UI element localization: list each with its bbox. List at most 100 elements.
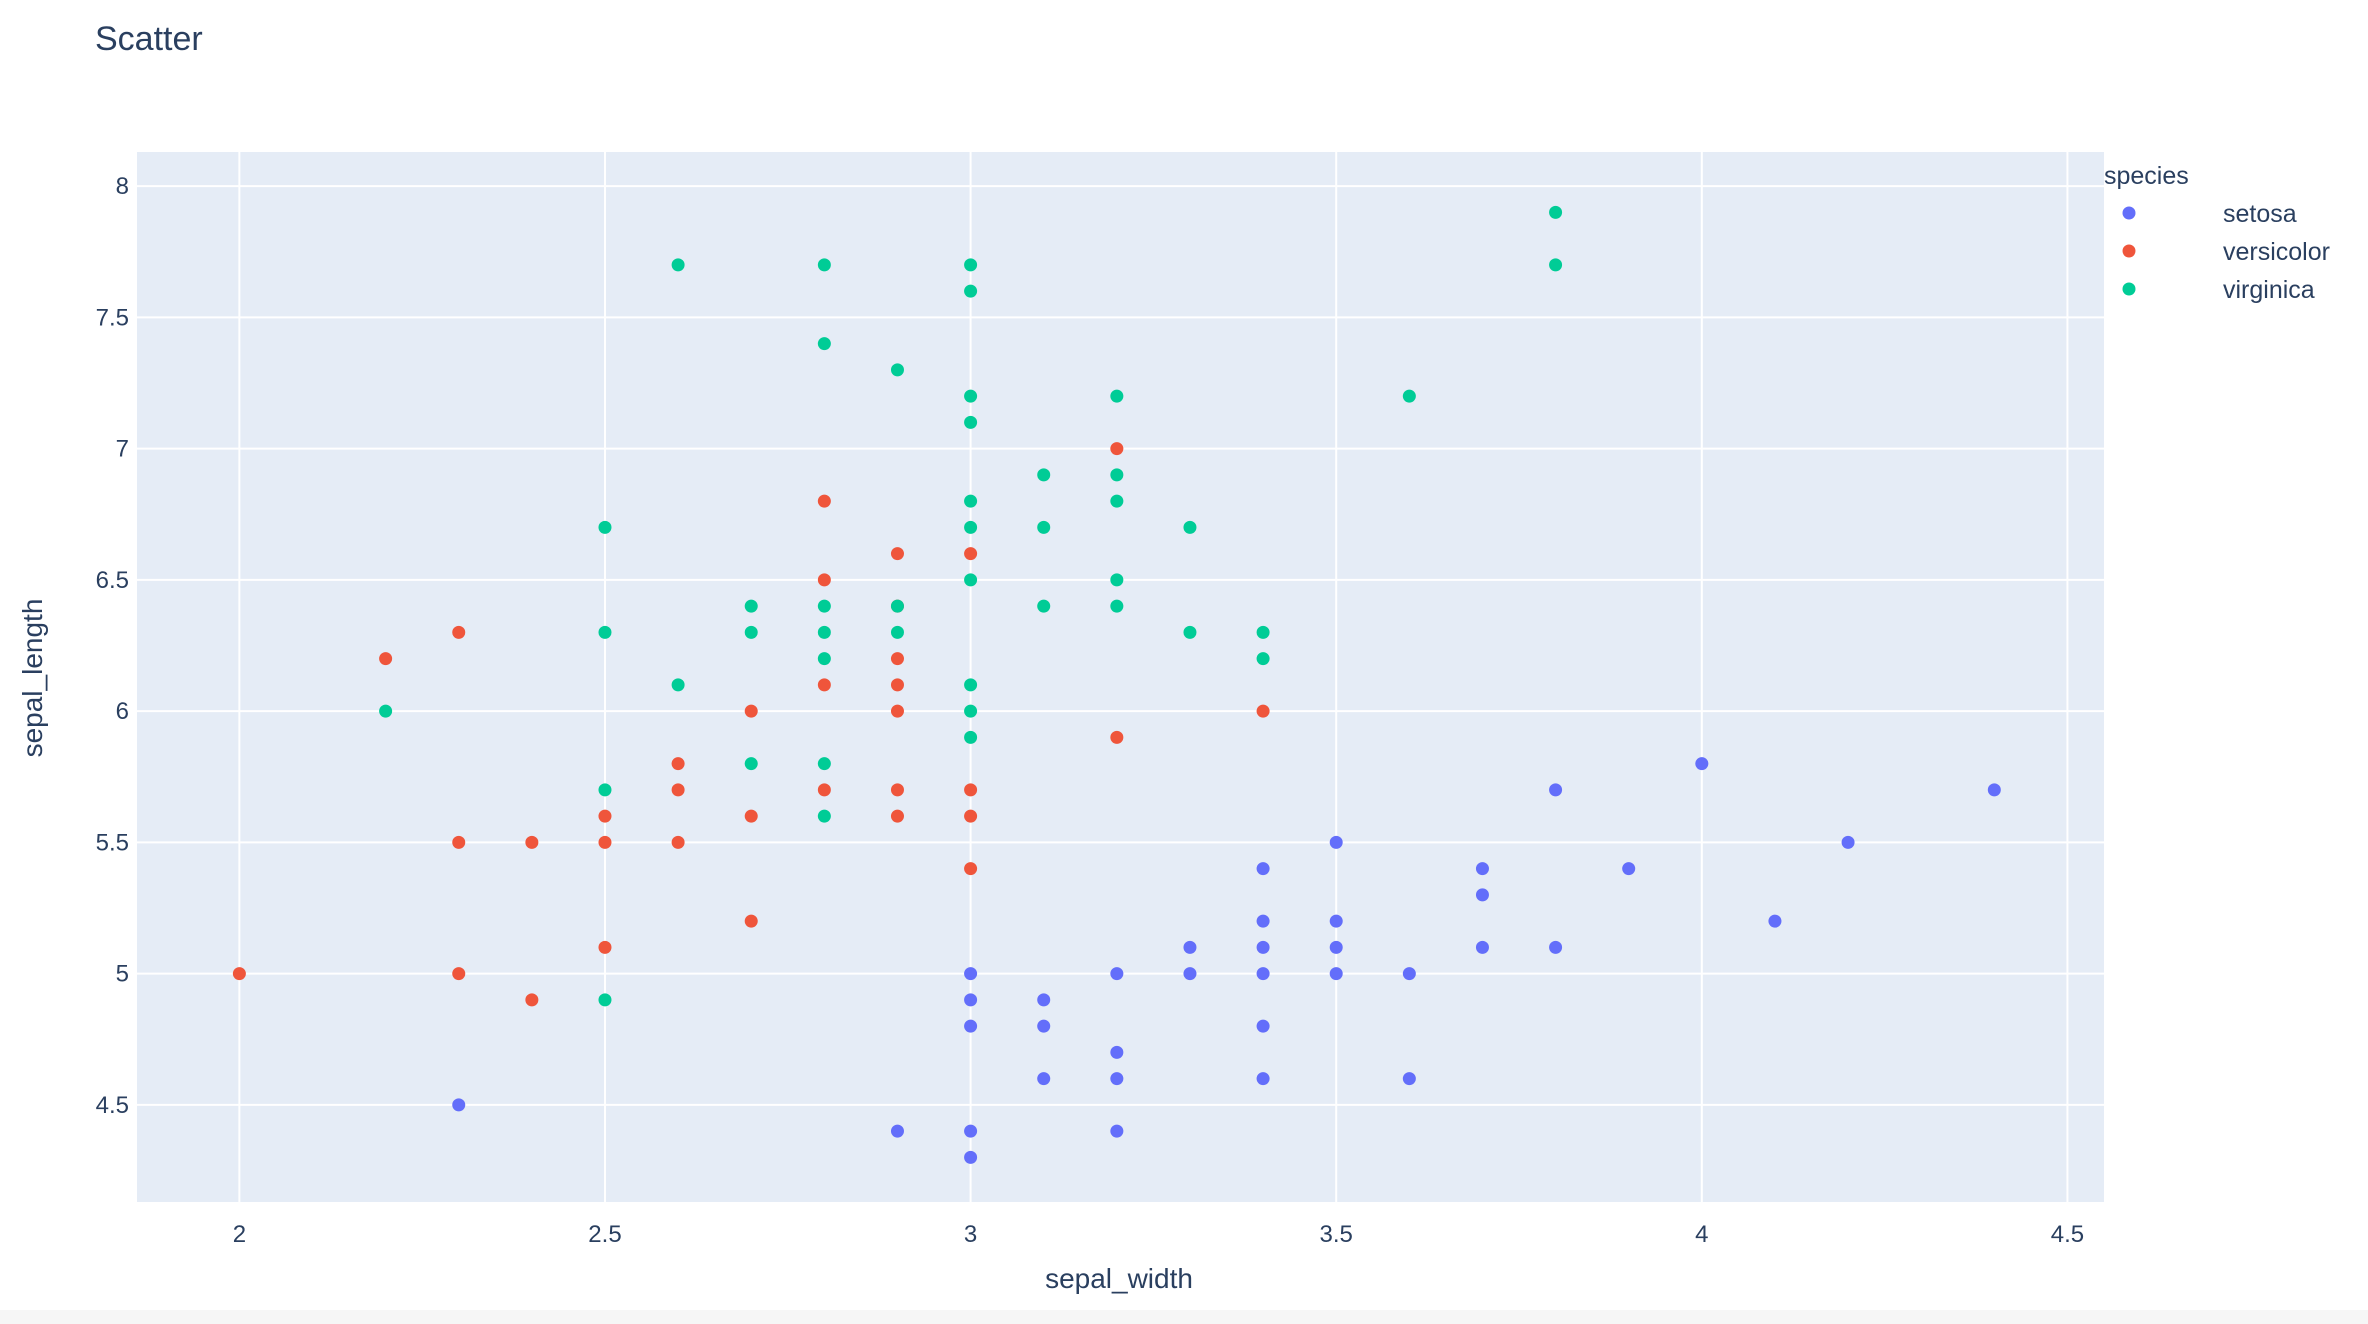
- data-point-virginica[interactable]: [964, 389, 978, 403]
- data-point-setosa[interactable]: [1549, 940, 1563, 954]
- data-point-versicolor[interactable]: [452, 625, 466, 639]
- data-point-versicolor[interactable]: [890, 678, 904, 692]
- data-point-setosa[interactable]: [1110, 967, 1124, 981]
- data-point-versicolor[interactable]: [1110, 730, 1124, 744]
- data-point-virginica[interactable]: [890, 599, 904, 613]
- data-point-virginica[interactable]: [817, 809, 831, 823]
- data-point-virginica[interactable]: [964, 415, 978, 429]
- data-point-versicolor[interactable]: [964, 547, 978, 561]
- data-point-virginica[interactable]: [1183, 520, 1197, 534]
- data-point-setosa[interactable]: [1841, 835, 1855, 849]
- data-point-virginica[interactable]: [1110, 599, 1124, 613]
- data-point-setosa[interactable]: [890, 1124, 904, 1138]
- data-point-versicolor[interactable]: [525, 993, 539, 1007]
- data-point-virginica[interactable]: [890, 363, 904, 377]
- data-point-setosa[interactable]: [1037, 1072, 1051, 1086]
- data-point-setosa[interactable]: [1037, 993, 1051, 1007]
- data-point-virginica[interactable]: [598, 520, 612, 534]
- data-point-versicolor[interactable]: [452, 967, 466, 981]
- data-point-setosa[interactable]: [1768, 914, 1782, 928]
- data-point-versicolor[interactable]: [525, 835, 539, 849]
- data-point-virginica[interactable]: [1256, 625, 1270, 639]
- data-point-setosa[interactable]: [1622, 862, 1636, 876]
- legend-item-versicolor[interactable]: versicolor: [2122, 238, 2330, 266]
- data-point-setosa[interactable]: [1987, 783, 2001, 797]
- data-point-versicolor[interactable]: [890, 809, 904, 823]
- data-point-virginica[interactable]: [817, 599, 831, 613]
- data-point-setosa[interactable]: [964, 1019, 978, 1033]
- data-point-versicolor[interactable]: [964, 809, 978, 823]
- data-point-setosa[interactable]: [1475, 888, 1489, 902]
- data-point-virginica[interactable]: [964, 494, 978, 508]
- data-point-versicolor[interactable]: [452, 835, 466, 849]
- data-point-virginica[interactable]: [964, 284, 978, 298]
- data-point-setosa[interactable]: [452, 1098, 466, 1112]
- data-point-virginica[interactable]: [598, 783, 612, 797]
- data-point-setosa[interactable]: [1329, 835, 1343, 849]
- data-point-versicolor[interactable]: [964, 862, 978, 876]
- data-point-setosa[interactable]: [1110, 1072, 1124, 1086]
- data-point-versicolor[interactable]: [671, 835, 685, 849]
- data-point-virginica[interactable]: [1549, 258, 1563, 272]
- data-point-virginica[interactable]: [964, 520, 978, 534]
- data-point-setosa[interactable]: [1329, 940, 1343, 954]
- data-point-virginica[interactable]: [379, 704, 393, 718]
- data-point-virginica[interactable]: [671, 258, 685, 272]
- data-point-setosa[interactable]: [1475, 862, 1489, 876]
- data-point-virginica[interactable]: [598, 625, 612, 639]
- data-point-versicolor[interactable]: [598, 835, 612, 849]
- data-point-virginica[interactable]: [744, 757, 758, 771]
- data-point-versicolor[interactable]: [671, 757, 685, 771]
- data-point-virginica[interactable]: [817, 652, 831, 666]
- data-point-versicolor[interactable]: [817, 678, 831, 692]
- data-point-setosa[interactable]: [1110, 1045, 1124, 1059]
- data-point-virginica[interactable]: [671, 678, 685, 692]
- data-point-setosa[interactable]: [1329, 914, 1343, 928]
- data-point-virginica[interactable]: [1037, 468, 1051, 482]
- data-point-virginica[interactable]: [1402, 389, 1416, 403]
- data-point-virginica[interactable]: [1183, 625, 1197, 639]
- data-point-setosa[interactable]: [1110, 1124, 1124, 1138]
- data-point-virginica[interactable]: [817, 757, 831, 771]
- data-point-setosa[interactable]: [1256, 1019, 1270, 1033]
- data-point-versicolor[interactable]: [817, 573, 831, 587]
- data-point-virginica[interactable]: [598, 993, 612, 1007]
- data-point-versicolor[interactable]: [890, 704, 904, 718]
- data-point-virginica[interactable]: [964, 704, 978, 718]
- data-point-setosa[interactable]: [1183, 967, 1197, 981]
- data-point-versicolor[interactable]: [744, 809, 758, 823]
- data-point-versicolor[interactable]: [232, 967, 246, 981]
- data-point-setosa[interactable]: [964, 993, 978, 1007]
- data-point-versicolor[interactable]: [671, 783, 685, 797]
- data-point-versicolor[interactable]: [890, 547, 904, 561]
- data-point-virginica[interactable]: [1256, 652, 1270, 666]
- data-point-virginica[interactable]: [1037, 520, 1051, 534]
- data-point-versicolor[interactable]: [1256, 704, 1270, 718]
- data-point-virginica[interactable]: [817, 258, 831, 272]
- data-point-setosa[interactable]: [1329, 967, 1343, 981]
- data-point-setosa[interactable]: [1256, 1072, 1270, 1086]
- data-point-versicolor[interactable]: [379, 652, 393, 666]
- data-point-versicolor[interactable]: [744, 704, 758, 718]
- legend[interactable]: species setosa versicolor virginica: [2104, 162, 2330, 304]
- data-point-virginica[interactable]: [1549, 205, 1563, 219]
- data-point-virginica[interactable]: [1110, 573, 1124, 587]
- data-point-setosa[interactable]: [1695, 757, 1709, 771]
- data-point-versicolor[interactable]: [817, 783, 831, 797]
- data-point-setosa[interactable]: [1037, 1019, 1051, 1033]
- data-point-setosa[interactable]: [964, 1124, 978, 1138]
- data-point-virginica[interactable]: [1110, 468, 1124, 482]
- data-point-setosa[interactable]: [1475, 940, 1489, 954]
- data-point-versicolor[interactable]: [890, 783, 904, 797]
- data-point-setosa[interactable]: [964, 1150, 978, 1164]
- data-point-virginica[interactable]: [964, 573, 978, 587]
- data-point-versicolor[interactable]: [598, 940, 612, 954]
- data-point-virginica[interactable]: [890, 625, 904, 639]
- data-point-versicolor[interactable]: [964, 783, 978, 797]
- data-point-setosa[interactable]: [1256, 914, 1270, 928]
- data-point-setosa[interactable]: [1256, 940, 1270, 954]
- data-point-versicolor[interactable]: [598, 809, 612, 823]
- legend-item-setosa[interactable]: setosa: [2122, 200, 2297, 228]
- data-point-setosa[interactable]: [1256, 862, 1270, 876]
- data-point-versicolor[interactable]: [890, 652, 904, 666]
